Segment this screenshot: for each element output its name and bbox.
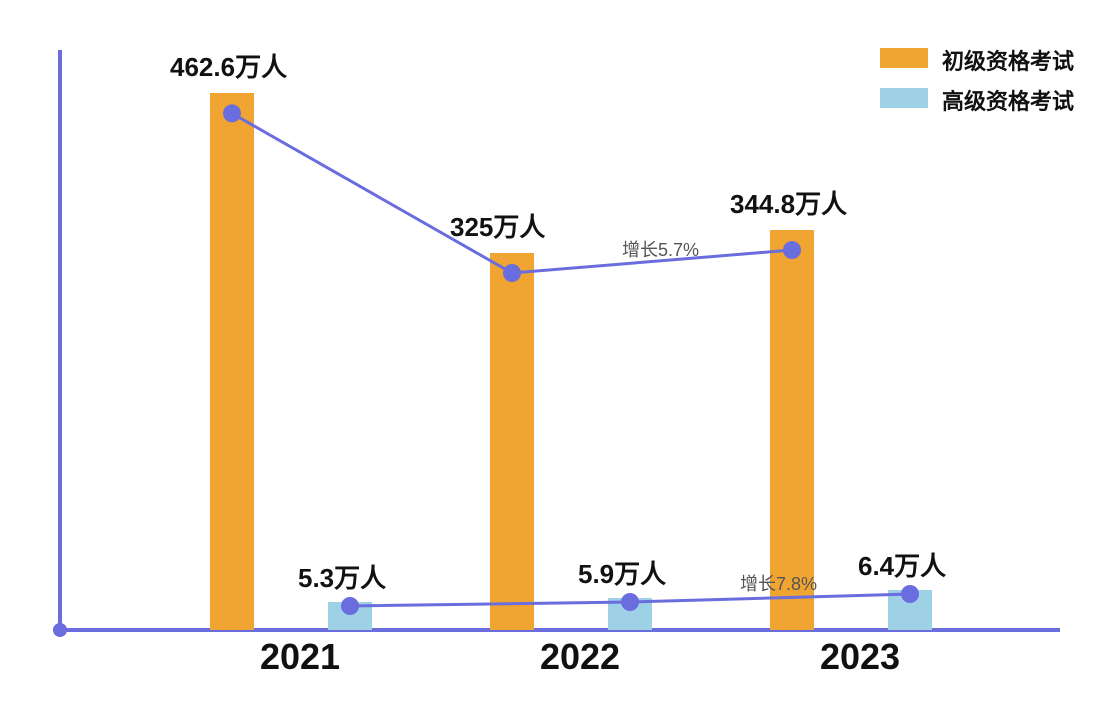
- secondary-bar-label: 5.9万人: [578, 554, 666, 591]
- secondary-bar: [888, 590, 932, 630]
- secondary-bar-label: 5.3万人: [298, 558, 386, 595]
- primary-bar-label: 344.8万人: [730, 184, 847, 221]
- primary-bar: [210, 93, 254, 630]
- legend-label: 高级资格考试: [942, 84, 1074, 116]
- primary-bar-label: 325万人: [450, 207, 545, 244]
- secondary-bar: [328, 602, 372, 630]
- primary-bar-label: 462.6万人: [170, 47, 287, 84]
- primary-trend-line: [232, 113, 792, 273]
- y-axis: [58, 50, 62, 630]
- legend-swatch: [880, 88, 928, 108]
- secondary-bar-label: 6.4万人: [858, 546, 946, 583]
- exam-enrollment-chart: 462.6万人 5.3万人 2021 325万人 5.9万人 2022 344.8万人 6.4…: [0, 0, 1120, 705]
- primary-bar: [490, 253, 534, 630]
- category-label: 2022: [480, 636, 680, 678]
- category-label: 2021: [200, 636, 400, 678]
- category-label: 2023: [760, 636, 960, 678]
- secondary-bar: [608, 598, 652, 630]
- legend-swatch: [880, 48, 928, 68]
- secondary-growth-label: 增长7.8%: [740, 570, 817, 596]
- primary-growth-label: 增长5.7%: [622, 236, 699, 262]
- legend-label: 初级资格考试: [942, 44, 1074, 76]
